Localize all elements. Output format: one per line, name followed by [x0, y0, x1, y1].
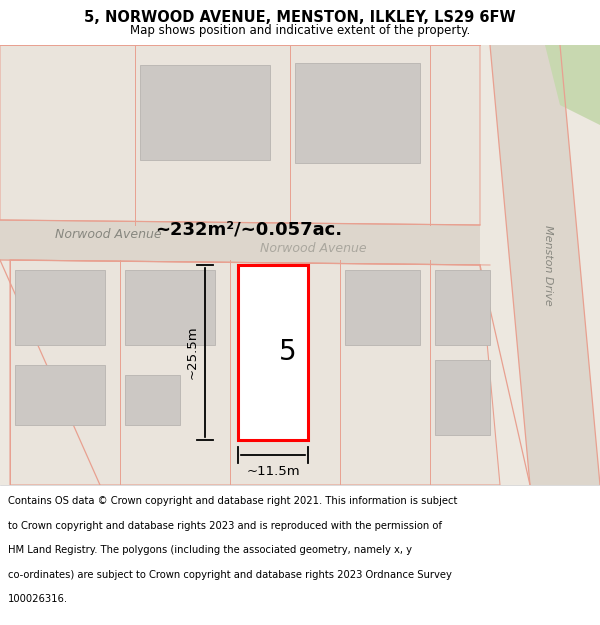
- Bar: [295, 63, 420, 163]
- Bar: [435, 360, 490, 435]
- Text: Norwood Avenue: Norwood Avenue: [55, 229, 161, 241]
- Bar: [435, 270, 490, 345]
- Text: Contains OS data © Crown copyright and database right 2021. This information is : Contains OS data © Crown copyright and d…: [8, 496, 457, 506]
- Polygon shape: [545, 45, 600, 125]
- Text: ~11.5m: ~11.5m: [246, 465, 300, 478]
- Bar: [15, 365, 105, 425]
- Bar: [15, 270, 105, 345]
- Text: 100026316.: 100026316.: [8, 594, 68, 604]
- Text: ~232m²/~0.057ac.: ~232m²/~0.057ac.: [155, 221, 342, 239]
- Text: ~25.5m: ~25.5m: [186, 326, 199, 379]
- Bar: [125, 270, 215, 345]
- Text: Menston Drive: Menston Drive: [543, 224, 553, 306]
- Polygon shape: [10, 260, 500, 485]
- Bar: [345, 270, 420, 345]
- Text: 5: 5: [279, 339, 297, 366]
- Polygon shape: [0, 45, 480, 225]
- Polygon shape: [490, 45, 600, 485]
- Polygon shape: [0, 220, 480, 265]
- Text: to Crown copyright and database rights 2023 and is reproduced with the permissio: to Crown copyright and database rights 2…: [8, 521, 442, 531]
- Bar: [238, 265, 308, 440]
- Text: 5, NORWOOD AVENUE, MENSTON, ILKLEY, LS29 6FW: 5, NORWOOD AVENUE, MENSTON, ILKLEY, LS29…: [84, 10, 516, 25]
- Bar: [140, 65, 270, 160]
- Bar: [125, 375, 180, 425]
- Text: Norwood Avenue: Norwood Avenue: [260, 241, 367, 254]
- Text: co-ordinates) are subject to Crown copyright and database rights 2023 Ordnance S: co-ordinates) are subject to Crown copyr…: [8, 570, 452, 580]
- Text: Map shows position and indicative extent of the property.: Map shows position and indicative extent…: [130, 24, 470, 37]
- Text: HM Land Registry. The polygons (including the associated geometry, namely x, y: HM Land Registry. The polygons (includin…: [8, 545, 412, 555]
